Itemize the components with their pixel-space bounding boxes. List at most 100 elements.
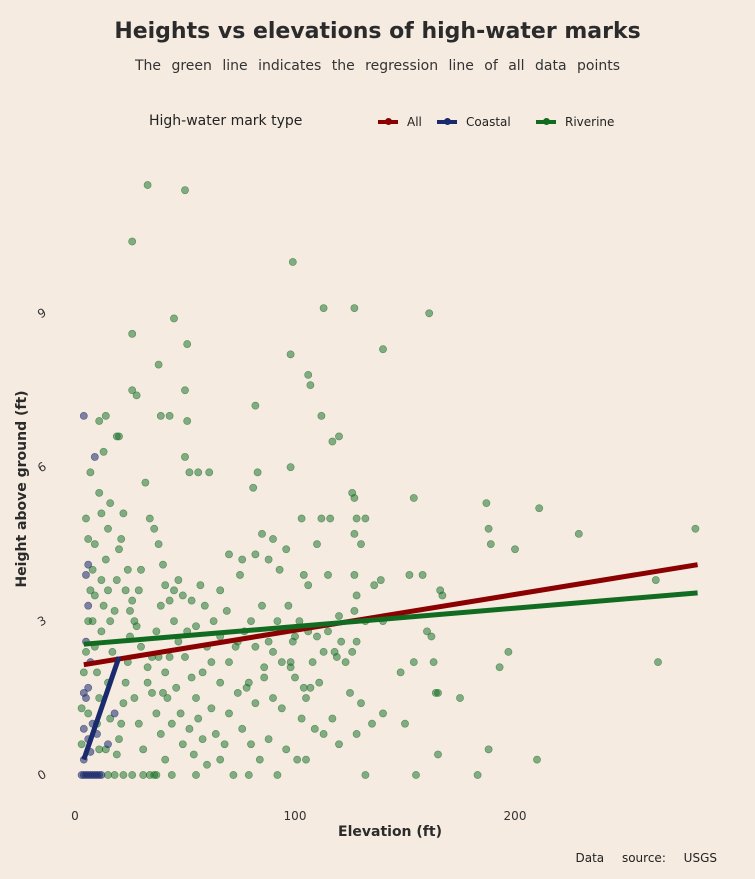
- riverine-point: [504, 647, 513, 656]
- riverine-point: [335, 612, 343, 620]
- riverine-point: [154, 360, 163, 369]
- riverine-point: [324, 627, 332, 636]
- riverine-point: [434, 750, 442, 759]
- riverine-point: [183, 340, 192, 348]
- riverine-point: [350, 606, 359, 615]
- coastal-point: [79, 724, 88, 733]
- riverine-point: [273, 771, 282, 779]
- y-tick-label: 0: [35, 767, 49, 783]
- riverine-point: [328, 714, 337, 723]
- coastal-point: [79, 411, 88, 420]
- riverine-point: [104, 771, 112, 779]
- riverine-point: [429, 658, 438, 667]
- riverine-point: [654, 658, 662, 667]
- riverine-point: [154, 540, 163, 549]
- riverine-point: [167, 771, 176, 779]
- x-axis-title: Elevation (ft): [338, 824, 442, 840]
- riverine-point: [99, 601, 108, 610]
- riverine-point: [357, 699, 365, 708]
- riverine-point: [161, 581, 170, 590]
- riverine-point: [200, 601, 209, 610]
- riverine-point: [128, 771, 137, 779]
- riverine-point: [159, 689, 167, 697]
- riverine-point: [291, 632, 299, 641]
- riverine-point: [275, 565, 284, 574]
- riverine-point: [152, 627, 161, 636]
- legend-key-all: [378, 118, 398, 125]
- riverine-point: [286, 463, 295, 472]
- riverine-point: [128, 237, 137, 246]
- riverine-point: [181, 186, 189, 195]
- riverine-point: [350, 494, 359, 502]
- legend-title: High-water mark type: [149, 113, 303, 129]
- riverine-point: [341, 658, 350, 667]
- riverine-point: [152, 771, 161, 779]
- riverine-point: [121, 678, 130, 687]
- riverine-point: [282, 545, 291, 554]
- riverine-point: [484, 524, 493, 533]
- riverine-point: [456, 694, 464, 702]
- riverine-point: [101, 555, 110, 564]
- riverine-point: [141, 478, 150, 487]
- riverine-point: [211, 730, 220, 738]
- riverine-point: [159, 560, 167, 569]
- legend-entry-coastal: Coastal: [437, 115, 511, 129]
- data-source-caption: Data source: USGS: [575, 851, 718, 865]
- riverine-point: [337, 637, 346, 646]
- y-tick-label: 3: [35, 613, 49, 629]
- coastal-point: [84, 683, 93, 692]
- coastal-point: [79, 689, 88, 697]
- riverine-point: [236, 571, 244, 579]
- riverine-point: [216, 755, 225, 764]
- riverine-point: [86, 468, 95, 477]
- riverine-point: [317, 411, 326, 420]
- riverine-point: [132, 622, 141, 631]
- riverine-point: [302, 694, 310, 702]
- riverine-point: [117, 535, 126, 543]
- riverine-point: [90, 591, 99, 600]
- riverine-point: [156, 411, 165, 420]
- riverine-point: [143, 678, 152, 687]
- riverine-point: [335, 740, 343, 749]
- riverine-point: [326, 514, 335, 523]
- riverine-point: [409, 658, 418, 667]
- riverine-point: [165, 653, 174, 661]
- riverine-point: [128, 596, 137, 605]
- riverine-point: [178, 740, 187, 749]
- riverine-point: [297, 714, 306, 723]
- riverine-point: [255, 755, 264, 764]
- coastal-point: [97, 771, 106, 779]
- riverine-point: [181, 386, 189, 395]
- riverine-point: [436, 586, 445, 595]
- riverine-point: [251, 550, 260, 559]
- riverine-point: [238, 724, 247, 733]
- riverine-point: [379, 345, 387, 354]
- riverine-point: [350, 571, 359, 579]
- riverine-point: [123, 565, 132, 574]
- riverine-point: [273, 617, 282, 625]
- riverine-point: [304, 581, 313, 590]
- riverine-point: [293, 755, 302, 764]
- riverine-point: [330, 647, 339, 656]
- riverine-point: [396, 668, 405, 677]
- riverine-point: [244, 771, 253, 779]
- riverine-point: [108, 647, 117, 656]
- riverine-point: [319, 730, 328, 738]
- legend-label-all: All: [407, 115, 422, 129]
- y-tick-label: 6: [35, 459, 49, 475]
- riverine-point: [691, 524, 700, 533]
- riverine-point: [209, 617, 218, 625]
- riverine-point: [425, 309, 434, 318]
- riverine-point: [225, 709, 233, 718]
- riverine-point: [152, 709, 161, 718]
- riverine-point: [288, 258, 297, 266]
- riverine-point: [110, 771, 119, 779]
- riverine-point: [126, 606, 134, 615]
- riverine-point: [405, 571, 414, 579]
- coastal-point: [82, 571, 90, 579]
- riverine-point: [187, 596, 196, 605]
- riverine-point: [299, 683, 308, 692]
- chart-subtitle: The green line indicates the regression …: [134, 58, 620, 74]
- riverine-point: [350, 304, 359, 313]
- riverine-point: [163, 694, 172, 702]
